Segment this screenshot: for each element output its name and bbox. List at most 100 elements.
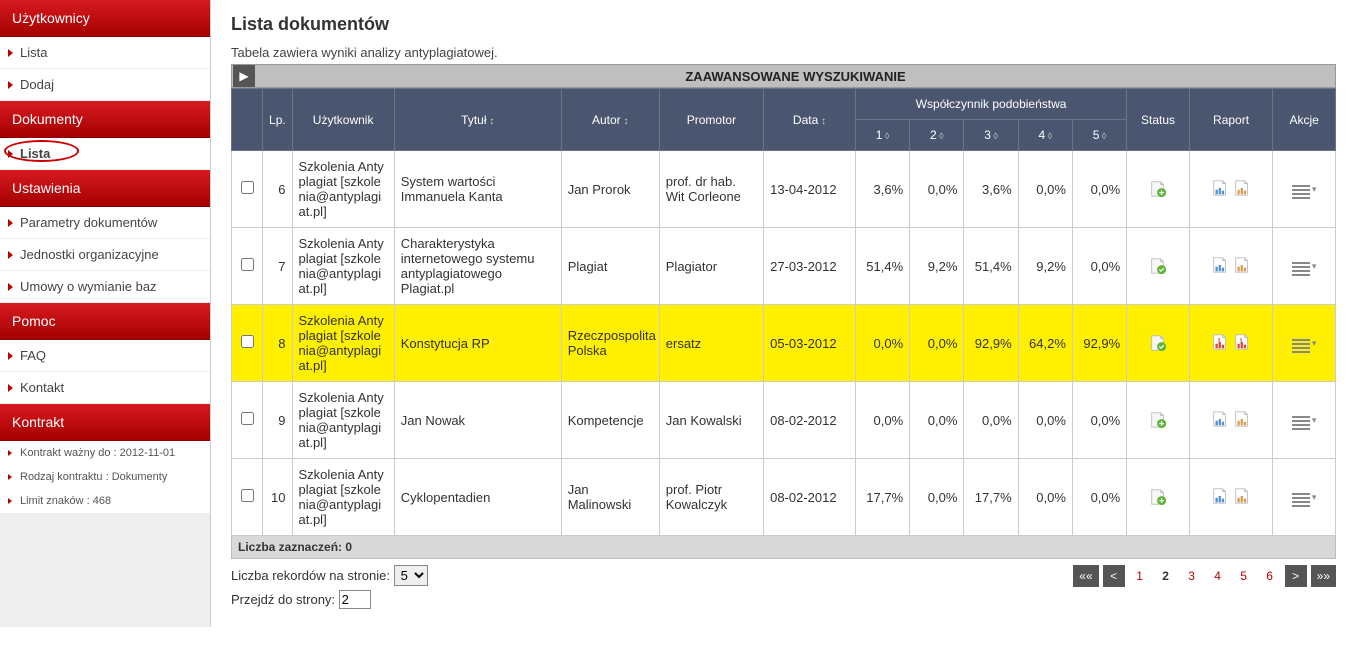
cell-author: Jan Prorok [561,151,659,228]
sidebar-item[interactable]: FAQ [0,340,210,372]
table-row: 10Szkolenia Antyplagiat [szkolenia@antyp… [232,459,1336,536]
cell-actions[interactable] [1273,151,1336,228]
cell-status[interactable] [1127,305,1190,382]
goto-page-label: Przejdź do strony: [231,592,335,607]
sidebar-section-header: Użytkownicy [0,0,210,37]
cell-report[interactable]: !! [1189,305,1272,382]
cell-lp: 9 [263,382,292,459]
cell-promoter: Jan Kowalski [659,382,763,459]
cell-status[interactable] [1127,151,1190,228]
col-promoter[interactable]: Promotor [659,89,763,151]
col-user[interactable]: Użytkownik [292,89,394,151]
col-coef[interactable]: 5 [1072,120,1126,151]
actions-menu-icon[interactable] [1292,183,1310,197]
cell-title: System wartości Immanuela Kanta [394,151,561,228]
goto-page-input[interactable] [339,590,371,609]
col-checkbox [232,89,263,151]
sidebar-item[interactable]: Kontakt [0,372,210,404]
cell-report[interactable] [1189,228,1272,305]
cell-title: Jan Nowak [394,382,561,459]
cell-actions[interactable] [1273,305,1336,382]
cell-status[interactable] [1127,382,1190,459]
col-author[interactable]: Autor [561,89,659,151]
col-coef[interactable]: 2 [910,120,964,151]
cell-report[interactable] [1189,459,1272,536]
cell-coef: 0,0% [855,382,909,459]
pager: ««<123456>»» [1073,565,1336,587]
actions-menu-icon[interactable] [1292,337,1310,351]
pager-page[interactable]: 6 [1259,565,1281,587]
pager-page[interactable]: 2 [1155,565,1177,587]
sidebar: UżytkownicyListaDodajDokumentyListaUstaw… [0,0,211,627]
cell-status[interactable] [1127,459,1190,536]
cell-title: Charakterystyka internetowego systemu an… [394,228,561,305]
sidebar-item[interactable]: Parametry dokumentów [0,207,210,239]
cell-coef: 17,7% [855,459,909,536]
col-coef[interactable]: 1 [855,120,909,151]
cell-title: Cyklopentadien [394,459,561,536]
col-coef[interactable]: 3 [964,120,1018,151]
cell-promoter: ersatz [659,305,763,382]
row-checkbox[interactable] [241,489,254,502]
cell-coef: 92,9% [964,305,1018,382]
actions-menu-icon[interactable] [1292,491,1310,505]
cell-lp: 8 [263,305,292,382]
cell-lp: 6 [263,151,292,228]
sidebar-info: Rodzaj kontraktu : Dokumenty [0,465,210,489]
sidebar-item[interactable]: Dodaj [0,69,210,101]
cell-coef: 0,0% [910,382,964,459]
cell-report[interactable] [1189,151,1272,228]
advanced-search-label[interactable]: ZAAWANSOWANE WYSZUKIWANIE [256,69,1335,84]
col-status[interactable]: Status [1127,89,1190,151]
sidebar-item[interactable]: Jednostki organizacyjne [0,239,210,271]
selection-summary: Liczba zaznaczeń: 0 [231,536,1336,559]
col-lp[interactable]: Lp. [263,89,292,151]
sidebar-info: Kontrakt ważny do : 2012-11-01 [0,441,210,465]
pager-next[interactable]: > [1285,565,1307,587]
sidebar-item[interactable]: Umowy o wymianie baz [0,271,210,303]
cell-coef: 0,0% [1018,459,1072,536]
cell-coef: 0,0% [910,151,964,228]
cell-coef: 3,6% [964,151,1018,228]
actions-menu-icon[interactable] [1292,414,1310,428]
records-per-page-select[interactable]: 5 [394,565,428,586]
pager-page[interactable]: 3 [1181,565,1203,587]
cell-coef: 17,7% [964,459,1018,536]
cell-coef: 9,2% [1018,228,1072,305]
col-coef-group: Współczynnik podobieństwa [855,89,1126,120]
pager-page[interactable]: 1 [1129,565,1151,587]
actions-menu-icon[interactable] [1292,260,1310,274]
col-report[interactable]: Raport [1189,89,1272,151]
sidebar-item[interactable]: Lista [0,138,210,170]
table-row: 6Szkolenia Antyplagiat [szkolenia@antypl… [232,151,1336,228]
cell-user: Szkolenia Antyplagiat [szkolenia@antypla… [292,382,394,459]
cell-actions[interactable] [1273,459,1336,536]
cell-actions[interactable] [1273,228,1336,305]
col-coef[interactable]: 4 [1018,120,1072,151]
col-actions[interactable]: Akcje [1273,89,1336,151]
pager-page[interactable]: 4 [1207,565,1229,587]
pager-first[interactable]: «« [1073,565,1098,587]
cell-status[interactable] [1127,228,1190,305]
sidebar-item[interactable]: Lista [0,37,210,69]
table-row: 7Szkolenia Antyplagiat [szkolenia@antypl… [232,228,1336,305]
row-checkbox[interactable] [241,412,254,425]
cell-coef: 92,9% [1072,305,1126,382]
main-content: Lista dokumentów Tabela zawiera wyniki a… [211,0,1356,627]
cell-report[interactable] [1189,382,1272,459]
cell-actions[interactable] [1273,382,1336,459]
col-title[interactable]: Tytuł [394,89,561,151]
sidebar-section-header: Dokumenty [0,101,210,138]
col-date[interactable]: Data [764,89,856,151]
row-checkbox[interactable] [241,335,254,348]
sidebar-section-header: Kontrakt [0,404,210,441]
cell-coef: 0,0% [1072,228,1126,305]
cell-author: Kompetencje [561,382,659,459]
pager-last[interactable]: »» [1311,565,1336,587]
row-checkbox[interactable] [241,181,254,194]
pager-page[interactable]: 5 [1233,565,1255,587]
expand-search-icon[interactable]: ▶ [233,65,255,87]
row-checkbox[interactable] [241,258,254,271]
pager-prev[interactable]: < [1103,565,1125,587]
documents-table: Lp. Użytkownik Tytuł Autor Promotor Data… [231,88,1336,536]
